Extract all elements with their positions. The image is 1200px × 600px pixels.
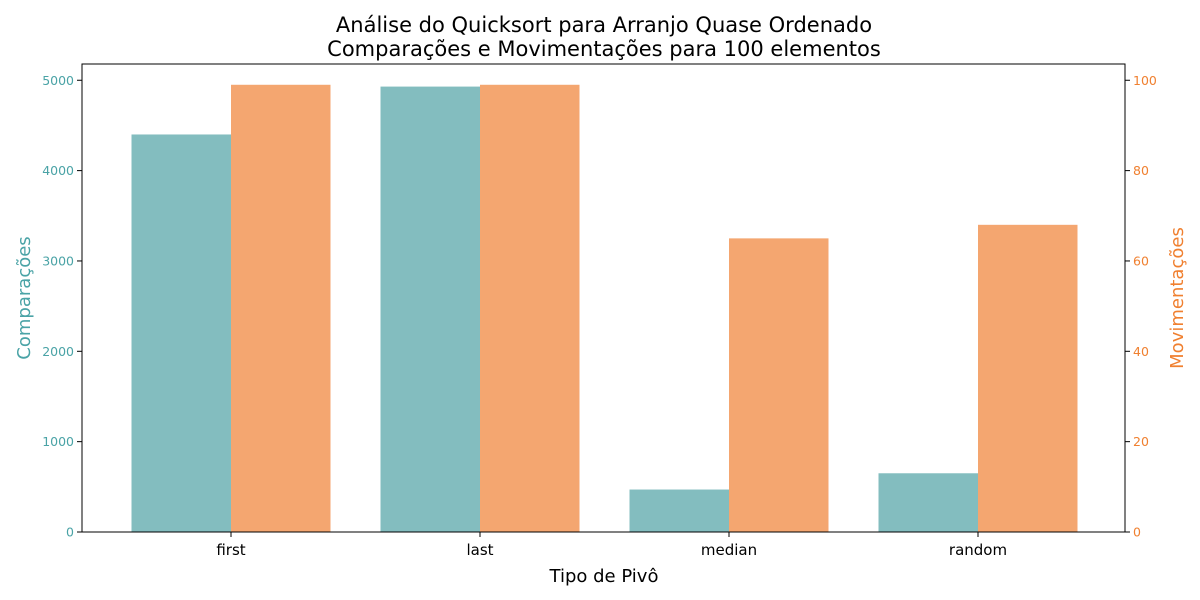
bar-movimentacoes-last	[480, 84, 580, 533]
right-axis-title: Movimentações	[1167, 227, 1188, 369]
right-tick-label: 100	[1133, 73, 1157, 88]
right-axis-ticks: 0 20 40 60 80 100	[1125, 73, 1157, 540]
bar-comparacoes-last	[380, 86, 480, 532]
left-tick-label: 4000	[42, 163, 74, 178]
right-tick-label: 80	[1133, 163, 1149, 178]
plot-frame	[81, 63, 1126, 533]
left-tick-label: 2000	[42, 344, 74, 359]
left-axis-title: Comparações	[14, 236, 35, 359]
right-tick-label: 0	[1133, 525, 1141, 540]
x-axis-title: Tipo de Pivô	[549, 566, 659, 587]
bar-comparacoes-first	[131, 134, 231, 532]
bar-comparacoes-median	[629, 489, 729, 532]
x-tick-label-first: first	[216, 541, 245, 559]
x-tick-label-random: random	[949, 541, 1007, 559]
left-tick-label: 1000	[42, 434, 74, 449]
bar-movimentacoes-first	[231, 84, 331, 533]
right-tick-label: 20	[1133, 434, 1149, 449]
bar-comparacoes-random	[878, 473, 978, 532]
x-tick-label-median: median	[701, 541, 757, 559]
x-axis-ticks: first last median random	[216, 532, 1007, 559]
bar-movimentacoes-median	[729, 238, 829, 532]
x-tick-label-last: last	[466, 541, 493, 559]
bar-movimentacoes-random	[978, 224, 1078, 532]
chart-title-line-2: Comparações e Movimentações para 100 ele…	[327, 37, 881, 61]
bar-layer	[131, 84, 1078, 533]
right-tick-label: 40	[1133, 344, 1149, 359]
right-tick-label: 60	[1133, 253, 1149, 268]
left-axis-ticks: 0 1000 2000 3000 4000 5000	[42, 73, 82, 540]
chart-title-line-1: Análise do Quicksort para Arranjo Quase …	[336, 13, 872, 37]
left-tick-label: 3000	[42, 253, 74, 268]
left-tick-label: 5000	[42, 73, 74, 88]
left-tick-label: 0	[66, 525, 74, 540]
